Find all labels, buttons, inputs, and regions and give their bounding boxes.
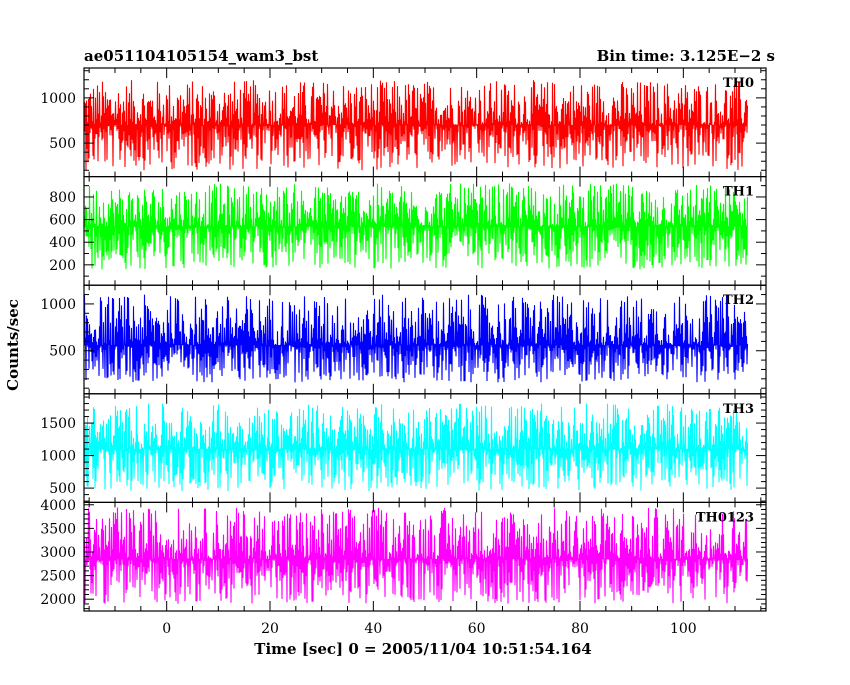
panel-th3: 500 1000 1500 TH3 xyxy=(40,393,767,503)
y-tick-label: 1500 xyxy=(40,416,76,432)
x-tick-label: 20 xyxy=(261,621,279,637)
chart-title-left: ae051104105154_wam3_bst xyxy=(84,47,318,65)
y-tick-label: 4000 xyxy=(40,498,76,514)
panel-th2: 500 1000 TH2 xyxy=(40,284,767,395)
series-label: TH2 xyxy=(723,293,754,308)
panel-th0: 500 1000 TH0 xyxy=(40,67,767,178)
series-trace-th0 xyxy=(84,80,749,171)
panel-th0123: 2000 2500 3000 3500 4000 TH0123 0 20 40 60 80 100 xyxy=(40,498,767,637)
series-trace-th0123 xyxy=(84,507,749,604)
series-label: TH3 xyxy=(723,402,754,417)
series-trace-th3 xyxy=(84,403,749,492)
y-tick-label: 200 xyxy=(49,258,76,274)
panel-th1: 200 400 600 800 TH1 xyxy=(49,176,767,286)
y-tick-label: 500 xyxy=(49,344,76,360)
series-trace-th1 xyxy=(84,183,749,270)
y-tick-label: 3000 xyxy=(40,545,76,561)
y-tick-label: 500 xyxy=(49,136,76,152)
y-tick-label: 800 xyxy=(49,190,76,206)
y-tick-label: 3500 xyxy=(40,521,76,537)
x-axis-label: Time [sec] 0 = 2005/11/04 10:51:54.164 xyxy=(254,640,591,658)
y-tick-label: 1000 xyxy=(40,449,76,465)
y-tick-label: 2000 xyxy=(40,592,76,608)
x-tick-label: 80 xyxy=(571,621,589,637)
y-tick-label: 400 xyxy=(49,235,76,251)
y-tick-label: 600 xyxy=(49,213,76,229)
x-tick-label: 100 xyxy=(670,621,697,637)
y-tick-label: 2500 xyxy=(40,569,76,585)
x-tick-label: 0 xyxy=(162,621,171,637)
series-trace-th2 xyxy=(84,294,749,383)
x-tick-label: 60 xyxy=(468,621,486,637)
y-axis-label: Counts/sec xyxy=(4,299,22,391)
y-tick-label: 500 xyxy=(49,481,76,497)
y-tick-label: 1000 xyxy=(40,91,76,107)
y-tick-label: 1000 xyxy=(40,297,76,313)
series-label: TH0 xyxy=(723,76,754,91)
chart-title-right: Bin time: 3.125E−2 s xyxy=(597,47,775,65)
series-label: TH0123 xyxy=(696,510,754,525)
x-tick-label: 40 xyxy=(364,621,382,637)
series-label: TH1 xyxy=(723,185,754,200)
